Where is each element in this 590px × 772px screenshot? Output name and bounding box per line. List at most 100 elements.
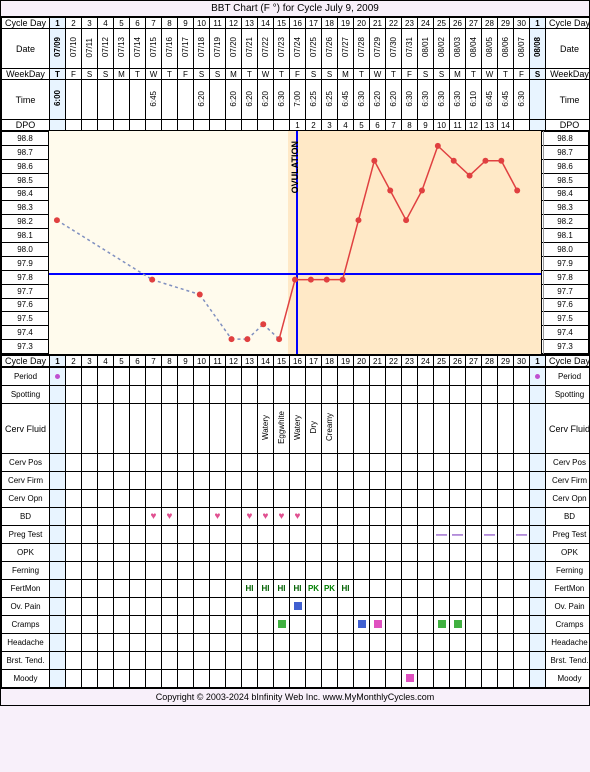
cell [418, 652, 434, 670]
cell: 11 [210, 18, 226, 29]
cell [418, 508, 434, 526]
cell: 6:30 [514, 80, 530, 120]
cell: Eggwhite [274, 404, 290, 454]
y-tick: 98.7 [541, 146, 589, 160]
cell [98, 508, 114, 526]
cell [82, 386, 98, 404]
cell [50, 120, 66, 131]
cell: F [402, 69, 418, 80]
cell [450, 490, 466, 508]
cell [402, 634, 418, 652]
cell: 13 [482, 120, 498, 131]
cell: S [418, 69, 434, 80]
cell [194, 544, 210, 562]
cell [146, 490, 162, 508]
cell [82, 368, 98, 386]
cell [242, 526, 258, 544]
cell [530, 454, 546, 472]
cell [50, 386, 66, 404]
heart-icon: ♥ [247, 511, 253, 522]
cell [178, 544, 194, 562]
cell [226, 652, 242, 670]
cell [114, 454, 130, 472]
cell: 24 [418, 356, 434, 367]
cell: 5 [114, 18, 130, 29]
cell [370, 404, 386, 454]
cell [146, 404, 162, 454]
cell [450, 652, 466, 670]
cell [450, 616, 466, 634]
cell [274, 386, 290, 404]
cell: 9 [178, 356, 194, 367]
cell [258, 526, 274, 544]
cell [242, 404, 258, 454]
cell [338, 562, 354, 580]
cell [434, 544, 450, 562]
y-tick: 97.7 [1, 285, 49, 299]
cell [434, 404, 450, 454]
cell: 08/07 [514, 29, 530, 69]
cell [98, 616, 114, 634]
cell: 3 [322, 120, 338, 131]
cell [114, 508, 130, 526]
cell [162, 120, 178, 131]
cell [450, 562, 466, 580]
fertmon: HI [246, 584, 254, 593]
y-tick: 98.2 [1, 215, 49, 229]
cell [322, 652, 338, 670]
cell [370, 386, 386, 404]
cell [306, 508, 322, 526]
cell [386, 490, 402, 508]
row-label: Cerv Firm [546, 472, 590, 490]
cell [130, 490, 146, 508]
cell [338, 386, 354, 404]
cell [82, 472, 98, 490]
cell [114, 490, 130, 508]
cell [386, 526, 402, 544]
cell [386, 562, 402, 580]
cell: T [466, 69, 482, 80]
row-label: OPK [2, 544, 50, 562]
cell [258, 386, 274, 404]
cell [226, 472, 242, 490]
cell [114, 386, 130, 404]
cell [82, 80, 98, 120]
cell [450, 368, 466, 386]
cell [274, 652, 290, 670]
cell [162, 634, 178, 652]
cell [530, 472, 546, 490]
cell [370, 634, 386, 652]
cell: HI [274, 580, 290, 598]
cell [338, 652, 354, 670]
cell [114, 670, 130, 688]
cell [466, 580, 482, 598]
cell [258, 368, 274, 386]
cell [50, 580, 66, 598]
cell [514, 386, 530, 404]
temp-chart: 98.898.798.698.598.498.398.298.198.097.9… [1, 131, 589, 355]
cell [386, 580, 402, 598]
cell: 12 [226, 356, 242, 367]
cell [178, 526, 194, 544]
cell [290, 472, 306, 490]
cell [354, 598, 370, 616]
cell [66, 386, 82, 404]
chart-title: BBT Chart (F °) for Cycle July 9, 2009 [1, 1, 589, 17]
cell [210, 634, 226, 652]
cell [530, 526, 546, 544]
row-label: Cerv Fluid [546, 404, 590, 454]
cell [178, 454, 194, 472]
row-label: Time [2, 80, 50, 120]
cell [354, 490, 370, 508]
cell [178, 508, 194, 526]
cell [354, 404, 370, 454]
cell [466, 634, 482, 652]
cell [338, 490, 354, 508]
cell [418, 472, 434, 490]
cell [402, 598, 418, 616]
cell [514, 472, 530, 490]
cell [162, 472, 178, 490]
cell [82, 652, 98, 670]
cell [402, 404, 418, 454]
y-axis-left: 98.898.798.698.598.498.398.298.198.097.9… [1, 131, 49, 354]
